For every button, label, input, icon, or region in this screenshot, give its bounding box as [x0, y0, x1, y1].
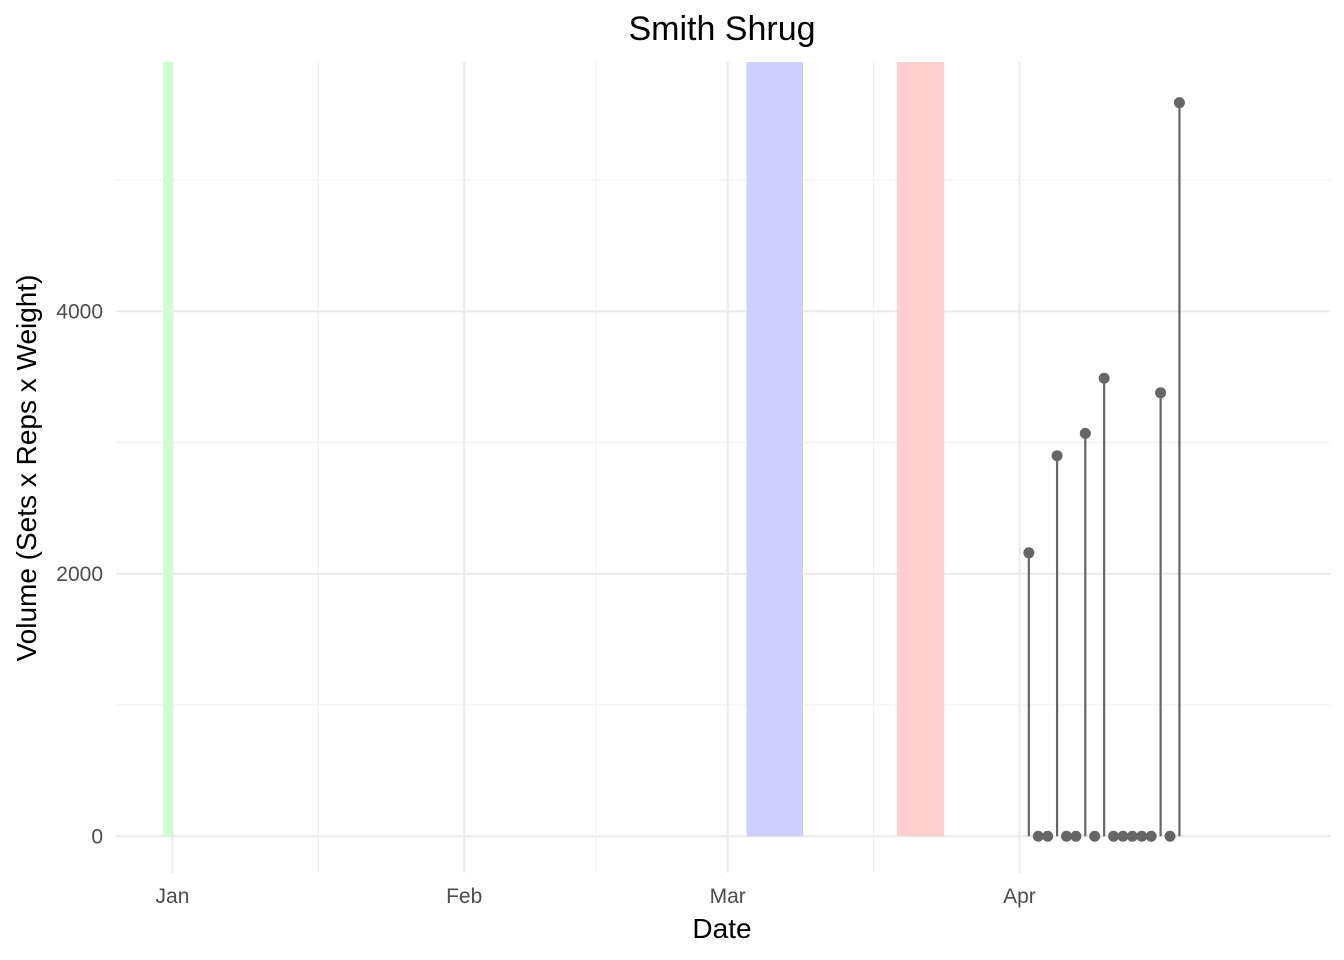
data-point: [1136, 830, 1148, 842]
data-point: [1023, 547, 1035, 559]
x-tick-labels: Jan Feb Mar Apr: [156, 885, 1036, 908]
x-axis-title: Date: [692, 913, 751, 944]
y-tick-label: 4000: [56, 300, 103, 323]
chart-title: Smith Shrug: [628, 10, 815, 48]
x-tick-label: Apr: [1003, 885, 1036, 908]
date-band: [163, 62, 173, 837]
data-point: [1051, 450, 1063, 462]
data-point: [1070, 830, 1082, 842]
date-band: [746, 62, 803, 837]
y-tick-label: 0: [91, 825, 103, 848]
data-point: [1032, 830, 1044, 842]
data-point: [1145, 830, 1157, 842]
data-point: [1173, 97, 1185, 109]
y-axis-title: Volume (Sets x Reps x Weight): [11, 275, 42, 662]
stems: [1027, 102, 1181, 837]
bands: [163, 62, 945, 837]
grid-major: [116, 62, 1330, 873]
x-tick-label: Mar: [710, 885, 746, 908]
data-point: [1098, 372, 1110, 384]
data-point: [1079, 427, 1091, 439]
y-tick-label: 2000: [56, 563, 103, 586]
grid-minor: [116, 62, 1330, 873]
y-tick-labels: 0 2000 4000: [56, 300, 103, 848]
data-point: [1155, 387, 1167, 399]
x-tick-label: Feb: [446, 885, 482, 908]
date-band: [897, 62, 945, 837]
data-point: [1089, 830, 1101, 842]
data-point: [1108, 830, 1120, 842]
data-point: [1060, 830, 1072, 842]
data-point: [1117, 830, 1129, 842]
data-point: [1042, 830, 1054, 842]
data-point: [1164, 830, 1176, 842]
x-tick-label: Jan: [156, 885, 190, 908]
data-point: [1126, 830, 1138, 842]
points: [1023, 97, 1185, 842]
